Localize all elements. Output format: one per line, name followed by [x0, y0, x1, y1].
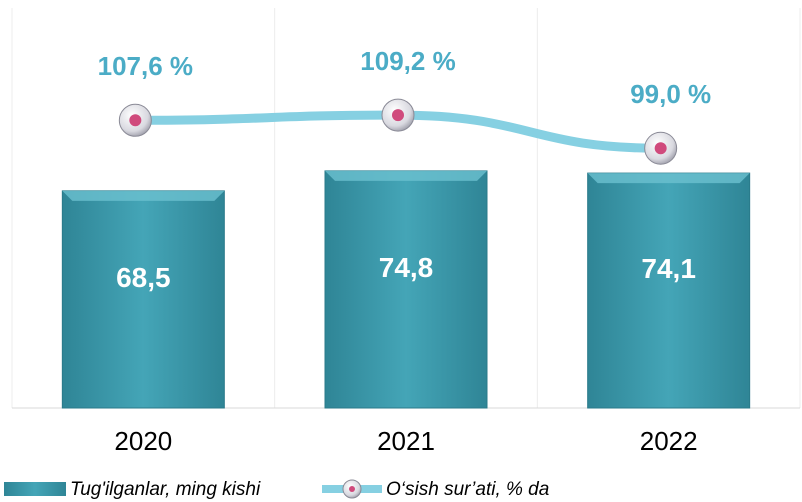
- bar-bevel: [587, 173, 750, 184]
- legend-label: O‘sish sur’ati, % da: [386, 479, 549, 500]
- x-tick-label: 2020: [114, 426, 172, 456]
- bar-bevel: [325, 170, 487, 181]
- legend-swatch-dot: [349, 486, 355, 492]
- x-tick-label: 2022: [640, 426, 698, 456]
- line-value-label: 99,0 %: [630, 79, 711, 109]
- line-value-label: 107,6 %: [98, 51, 193, 81]
- x-tick-label: 2021: [377, 426, 435, 456]
- legend-swatch-bar: [4, 482, 66, 496]
- line-marker-dot: [392, 109, 404, 122]
- bar-value-label: 74,1: [641, 253, 696, 284]
- bar: [324, 170, 488, 409]
- legend-label: Tug'ilganlar, ming kishi: [70, 479, 261, 500]
- bar: [587, 172, 751, 409]
- line-marker-dot: [654, 142, 667, 155]
- line-marker-dot: [129, 114, 142, 127]
- line-value-label: 109,2 %: [360, 46, 455, 76]
- bar-bevel: [62, 190, 225, 201]
- bar-value-label: 68,5: [116, 262, 171, 293]
- bar: [61, 190, 225, 409]
- bar-value-label: 74,8: [379, 252, 434, 283]
